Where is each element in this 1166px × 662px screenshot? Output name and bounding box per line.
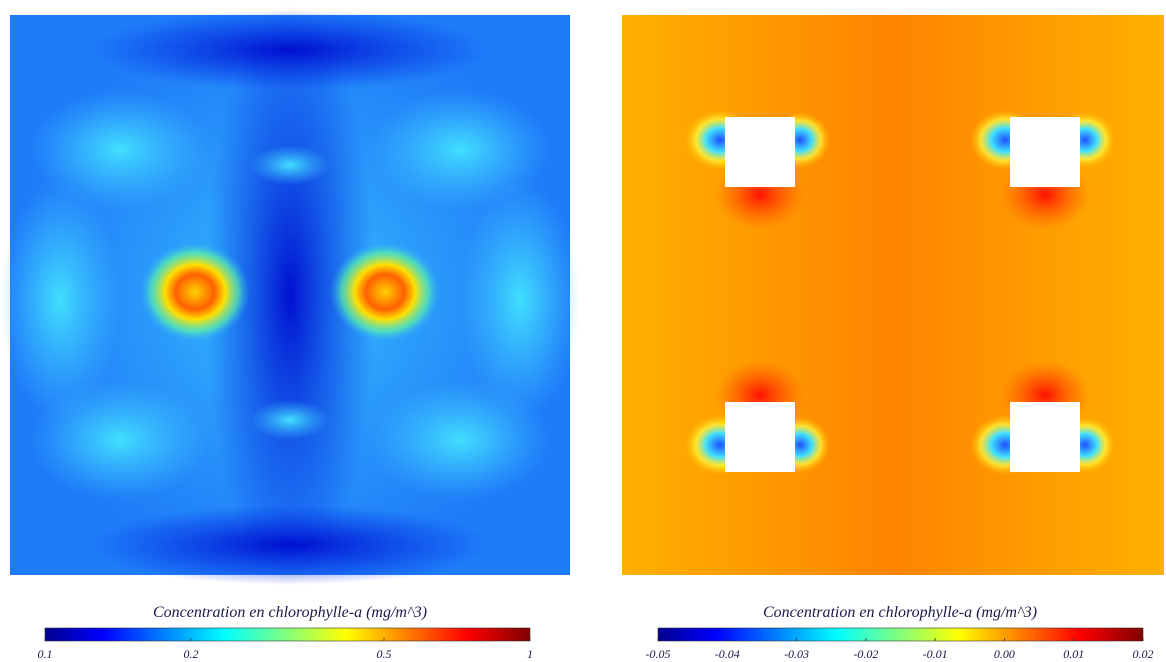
- tick-label: -0.05: [646, 647, 671, 661]
- obstacles: [685, 110, 1115, 475]
- tick-label: 0.2: [183, 647, 198, 661]
- right-heatmap: [622, 15, 1164, 575]
- tick-label: -0.03: [784, 647, 809, 661]
- tick-label: 0.5: [377, 647, 392, 661]
- colorbar-title: Concentration en chlorophylle-a (mg/m^3): [153, 604, 427, 621]
- tick-label: 1: [527, 647, 533, 661]
- tick-label: 0.01: [1063, 647, 1084, 661]
- tick-label: 0.00: [994, 647, 1015, 661]
- colorbar: [657, 627, 1144, 642]
- colorbar: [44, 627, 531, 642]
- tick-label: 0.02: [1133, 647, 1154, 661]
- tick-label: -0.02: [853, 647, 878, 661]
- tick-label: -0.01: [923, 647, 948, 661]
- colorbar-title: Concentration en chlorophylle-a (mg/m^3): [763, 604, 1037, 621]
- left-heatmap: [0, 5, 580, 585]
- tick-label: 0.1: [38, 647, 53, 661]
- tick-label: -0.04: [715, 647, 740, 661]
